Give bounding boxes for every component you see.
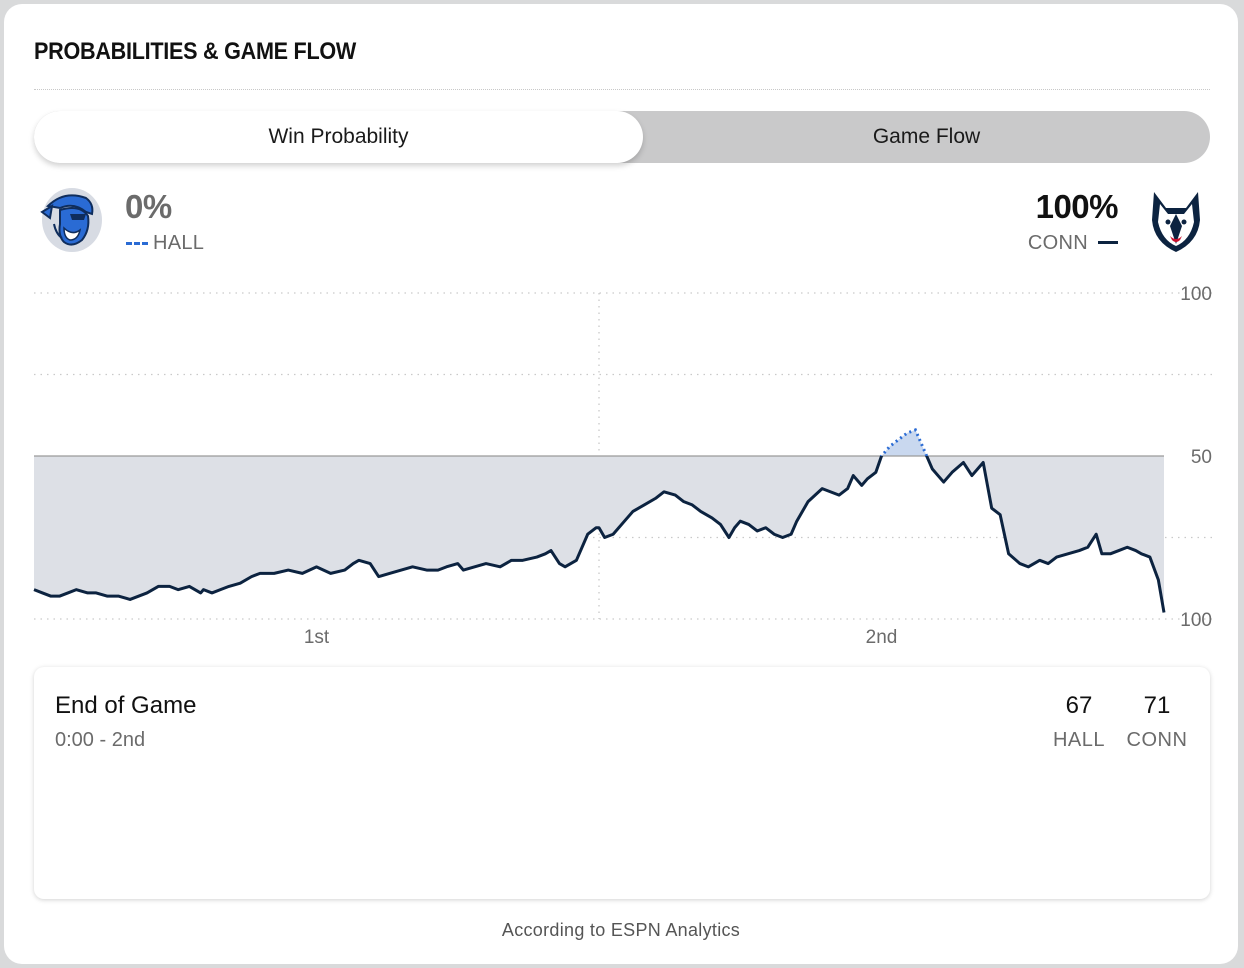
home-win-pct: 100% <box>1035 188 1119 225</box>
y-tick-label: 50 <box>1191 447 1212 468</box>
x-tick-label: 2nd <box>866 627 898 648</box>
husky-logo <box>1140 184 1212 256</box>
x-tick-label: 1st <box>304 627 330 648</box>
away-abbr: HALL <box>153 232 205 254</box>
away-legend-swatch <box>126 242 148 245</box>
tab-win-probability[interactable]: Win Probability <box>34 111 643 163</box>
away-score-abbr: HALL <box>1052 729 1106 751</box>
probability-area <box>34 429 1164 613</box>
home-score-abbr: CONN <box>1126 729 1188 751</box>
win-probability-card: PROBABILITIES & GAME FLOW Win Probabilit… <box>4 4 1238 964</box>
footnote: According to ESPN Analytics <box>501 920 741 940</box>
home-abbr: CONN <box>1027 232 1088 254</box>
home-legend-swatch <box>1098 241 1118 244</box>
conn-probability-line <box>33 456 1166 613</box>
away-score: 67 <box>1065 692 1093 719</box>
summary-time: 0:00 - 2nd <box>55 729 146 751</box>
home-score: 71 <box>1143 692 1171 719</box>
away-win-pct: 0% <box>125 188 172 225</box>
summary-title: End of Game <box>55 692 197 719</box>
view-toggle: Win Probability Game Flow <box>34 111 1210 163</box>
win-probability-chart: 100 50 100 1st 2nd <box>33 284 1212 648</box>
game-summary: End of Game 0:00 - 2nd 67 HALL 71 CONN <box>34 667 1210 899</box>
card-title: PROBABILITIES & GAME FLOW <box>34 38 357 65</box>
pirate-logo <box>34 184 106 256</box>
y-tick-label: 100 <box>1180 284 1212 305</box>
y-tick-label: 100 <box>1180 610 1212 631</box>
tab-game-flow[interactable]: Game Flow <box>872 125 981 148</box>
title-divider <box>34 89 1210 90</box>
